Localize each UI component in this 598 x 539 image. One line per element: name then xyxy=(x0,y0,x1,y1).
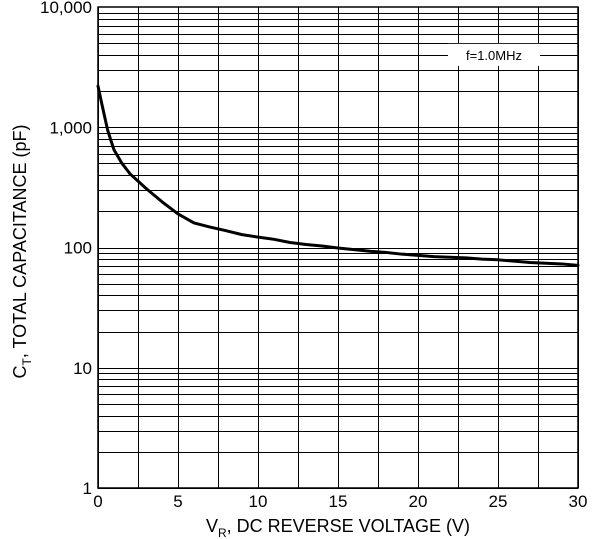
x-tick-label: 30 xyxy=(569,492,588,511)
annotation-label: f=1.0MHz xyxy=(466,48,522,63)
y-tick-label: 10,000 xyxy=(40,0,92,17)
y-axis-title-main: C xyxy=(10,366,30,379)
x-tick-label: 5 xyxy=(173,492,182,511)
x-tick-label: 20 xyxy=(409,492,428,511)
capacitance-curve xyxy=(96,84,580,267)
y-axis-title-subscript: T xyxy=(20,358,34,366)
x-tick-label: 10 xyxy=(249,492,268,511)
x-axis-title-rest: , DC REVERSE VOLTAGE (V) xyxy=(227,516,470,536)
y-tick-label: 1,000 xyxy=(49,118,92,137)
y-tick-label: 10 xyxy=(73,359,92,378)
y-tick-label: 1 xyxy=(83,479,92,498)
x-tick-label: 25 xyxy=(489,492,508,511)
y-tick-labels: 1 10 100 1,000 10,000 xyxy=(40,0,92,498)
y-axis-title: CT, TOTAL CAPACITANCE (pF) xyxy=(10,124,34,378)
x-tick-label: 15 xyxy=(329,492,348,511)
x-axis-title-main: V xyxy=(206,516,218,536)
y-axis-title-rest: , TOTAL CAPACITANCE (pF) xyxy=(10,124,30,358)
x-tick-labels: 0 5 10 15 20 25 30 xyxy=(93,492,587,511)
x-axis-title-subscript: R xyxy=(218,526,227,539)
y-tick-label: 100 xyxy=(64,239,92,258)
x-axis-title: VR, DC REVERSE VOLTAGE (V) xyxy=(206,516,470,539)
plot-frame xyxy=(97,6,579,489)
x-tick-label: 0 xyxy=(93,492,102,511)
annotation-box xyxy=(448,43,540,66)
